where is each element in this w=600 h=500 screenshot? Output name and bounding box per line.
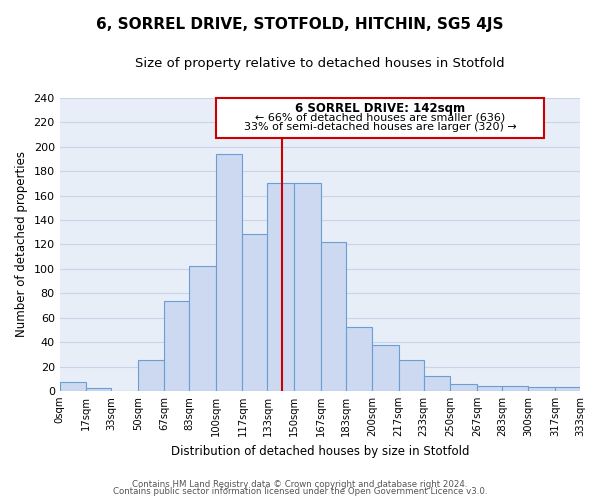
Bar bbox=[59, 382, 86, 391]
Bar bbox=[190, 266, 216, 391]
Bar bbox=[242, 234, 268, 391]
Text: 6, SORREL DRIVE, STOTFOLD, HITCHIN, SG5 4JS: 6, SORREL DRIVE, STOTFOLD, HITCHIN, SG5 … bbox=[96, 18, 504, 32]
Bar bbox=[138, 360, 164, 391]
Y-axis label: Number of detached properties: Number of detached properties bbox=[15, 152, 28, 338]
Bar bbox=[216, 154, 242, 391]
Text: 33% of semi-detached houses are larger (320) →: 33% of semi-detached houses are larger (… bbox=[244, 122, 517, 132]
Text: Contains public sector information licensed under the Open Government Licence v3: Contains public sector information licen… bbox=[113, 487, 487, 496]
Bar bbox=[164, 300, 190, 391]
Bar bbox=[268, 184, 294, 391]
Bar bbox=[320, 242, 346, 391]
Bar bbox=[372, 344, 399, 391]
Text: 6 SORREL DRIVE: 142sqm: 6 SORREL DRIVE: 142sqm bbox=[295, 102, 465, 114]
Bar bbox=[86, 388, 111, 391]
FancyBboxPatch shape bbox=[216, 98, 544, 138]
Bar bbox=[451, 384, 477, 391]
Bar bbox=[529, 388, 555, 391]
Bar bbox=[502, 386, 529, 391]
Title: Size of property relative to detached houses in Stotfold: Size of property relative to detached ho… bbox=[135, 58, 505, 70]
Bar bbox=[399, 360, 424, 391]
X-axis label: Distribution of detached houses by size in Stotfold: Distribution of detached houses by size … bbox=[170, 444, 469, 458]
Text: ← 66% of detached houses are smaller (636): ← 66% of detached houses are smaller (63… bbox=[255, 112, 505, 122]
Text: Contains HM Land Registry data © Crown copyright and database right 2024.: Contains HM Land Registry data © Crown c… bbox=[132, 480, 468, 489]
Bar bbox=[477, 386, 502, 391]
Bar bbox=[294, 184, 320, 391]
Bar bbox=[424, 376, 451, 391]
Bar bbox=[346, 328, 372, 391]
Bar bbox=[555, 388, 580, 391]
